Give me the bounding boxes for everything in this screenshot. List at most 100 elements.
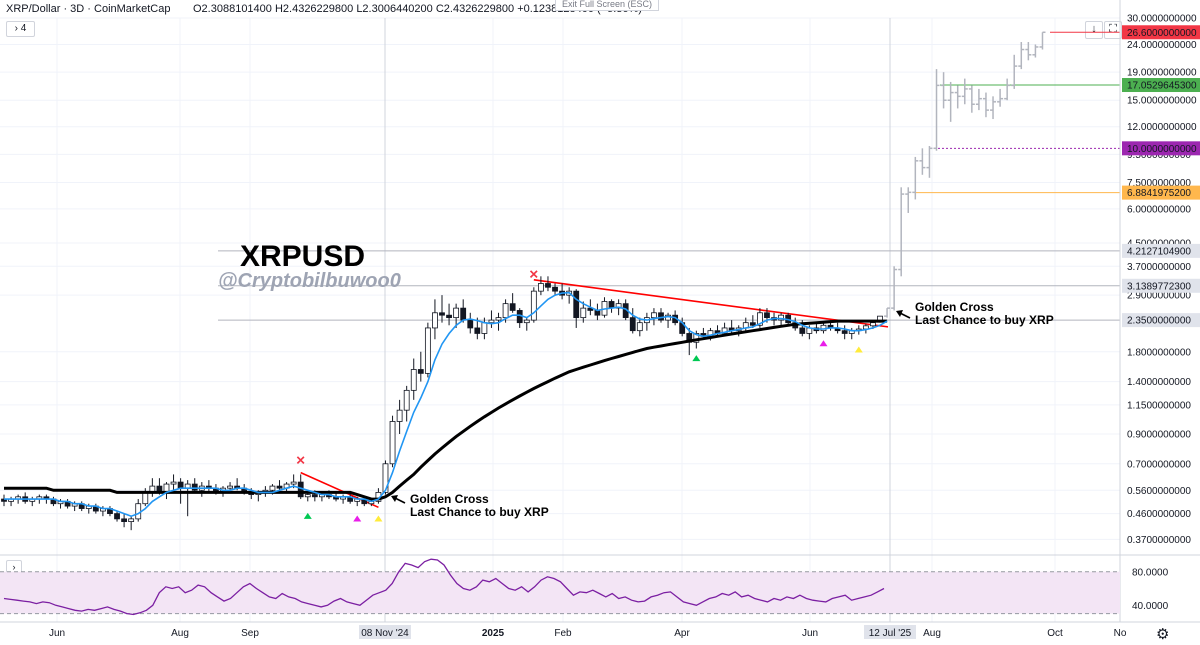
price-axis-label: 1.4000000000	[1127, 377, 1191, 388]
candle-body	[509, 303, 516, 311]
candle-body	[142, 492, 149, 505]
candle-body	[841, 330, 848, 334]
candle-body	[446, 314, 452, 319]
trend-lines	[300, 279, 889, 509]
price-axis-label: 0.7000000000	[1127, 459, 1191, 470]
price-axis-label: 3.7000000000	[1127, 262, 1191, 273]
candle-body	[587, 307, 594, 311]
price-level-label: 26.6000000000	[1127, 28, 1197, 39]
candle-body	[396, 409, 403, 422]
candle-body	[523, 319, 530, 324]
price-level-label: 17.0529645300	[1127, 81, 1197, 92]
time-axis: Jun Aug Sep 08 Nov '24 2025 Feb Apr Jun 12 Jul '…	[0, 621, 1200, 639]
candle-body	[552, 286, 558, 292]
time-axis-label: Aug	[171, 628, 189, 639]
rsi-axis-label: 80.0000	[1132, 567, 1169, 578]
sell-x-marker: ✕	[529, 268, 539, 282]
signal-triangle-marker	[819, 340, 828, 347]
signal-triangle-marker	[692, 355, 701, 362]
signal-triangle-marker	[374, 515, 383, 522]
rsi-line	[3, 558, 885, 616]
signal-triangle-marker	[353, 515, 362, 522]
time-axis-date-box	[864, 625, 916, 639]
price-level-label: 2.3500000000	[1127, 316, 1191, 327]
candle-body	[580, 307, 587, 319]
chart-header: XRP/Dollar · 3D · CoinMarketCap O2.30881…	[0, 0, 1120, 18]
price-level-label: 6.8841975200	[1127, 188, 1191, 199]
price-axis-label: 0.3700000000	[1127, 535, 1191, 546]
signal-triangle-marker	[303, 512, 312, 519]
candle-body	[432, 312, 438, 329]
ma-fast-line	[4, 291, 888, 518]
candle-body	[290, 481, 297, 485]
price-axis-label: 1.1500000000	[1127, 400, 1191, 411]
price-level-tag	[1122, 313, 1200, 328]
candle-body	[191, 483, 198, 491]
candle-body	[389, 421, 396, 465]
scroll-down-icon[interactable]: ↓	[1085, 21, 1103, 39]
time-axis-label: No	[1114, 628, 1127, 639]
candle-body	[778, 314, 784, 321]
price-axis-label: 30.0000000000	[1127, 14, 1197, 25]
chart-title: XRPUSD	[240, 240, 365, 273]
annotation-arrowhead	[391, 495, 398, 502]
annotation-line2: Last Chance to buy XRP	[410, 505, 549, 519]
candle-body	[764, 312, 770, 319]
price-axis-label: 24.0000000000	[1127, 40, 1197, 51]
candle-body	[424, 327, 431, 374]
candle-body	[721, 327, 728, 334]
candle-body	[135, 503, 142, 520]
candle-body	[121, 518, 127, 522]
candle-body	[128, 518, 135, 522]
candle-body	[651, 312, 657, 319]
candle-body	[382, 463, 389, 493]
candle-body	[488, 319, 495, 324]
rsi-axis-label: 40.0000	[1132, 601, 1169, 612]
price-axis-label: 15.0000000000	[1127, 96, 1197, 107]
price-axis-label: 0.4600000000	[1127, 509, 1191, 520]
candle-body	[757, 312, 763, 326]
candle-body	[693, 333, 700, 343]
signal-markers: ✕✕	[296, 268, 863, 522]
annotation-line1: Golden Cross	[915, 300, 994, 314]
price-level-tag	[1122, 278, 1200, 293]
time-axis-label: Jun	[49, 628, 65, 639]
projection-series	[884, 31, 1046, 318]
rsi-pane: 80.0000 40.0000	[0, 554, 1200, 616]
price-axis-label: 0.9000000000	[1127, 429, 1191, 440]
candle-body	[615, 303, 622, 309]
exit-fullscreen-button[interactable]: Exit Full Screen (ESC)	[555, 0, 660, 11]
symbol-title[interactable]: XRP/Dollar · 3D · CoinMarketCap	[6, 3, 171, 15]
candle-body	[870, 322, 876, 327]
price-axis: 30.0000000000 24.0000000000 19.0000000000 1…	[1119, 0, 1200, 622]
time-axis-label: Aug	[923, 628, 941, 639]
annotation-arrowhead	[896, 310, 903, 317]
candle-body	[453, 307, 460, 319]
signal-triangle-marker	[854, 346, 863, 353]
candle-body	[495, 317, 502, 321]
candle-body	[749, 322, 756, 326]
price-axis-label: 0.5600000000	[1127, 486, 1191, 497]
candle-body	[410, 369, 417, 391]
ohlc-readout: O2.3088101400 H2.4326229800 L2.300644020…	[193, 3, 642, 15]
candle-body	[467, 319, 474, 329]
indicators-toggle-button[interactable]: › 4	[6, 21, 35, 37]
candle-body	[545, 283, 551, 288]
candle-body	[114, 513, 120, 520]
candle-body	[227, 485, 233, 489]
price-level-tag	[1122, 141, 1200, 156]
candle-body	[502, 303, 509, 319]
rsi-band	[0, 571, 1120, 614]
price-axis-label: 7.5000000000	[1127, 178, 1191, 189]
price-axis-label: 12.0000000000	[1127, 122, 1197, 133]
candle-body	[538, 283, 544, 292]
time-axis-label: 08 Nov '24	[361, 628, 409, 639]
price-level-tag	[1122, 78, 1200, 93]
candle-body	[629, 317, 636, 332]
fullscreen-icon[interactable]: ⛶	[1104, 21, 1122, 39]
settings-gear-icon[interactable]: ⚙	[1156, 626, 1170, 643]
price-level-tag	[1122, 185, 1200, 200]
price-level-label: 10.0000000000	[1127, 144, 1197, 155]
